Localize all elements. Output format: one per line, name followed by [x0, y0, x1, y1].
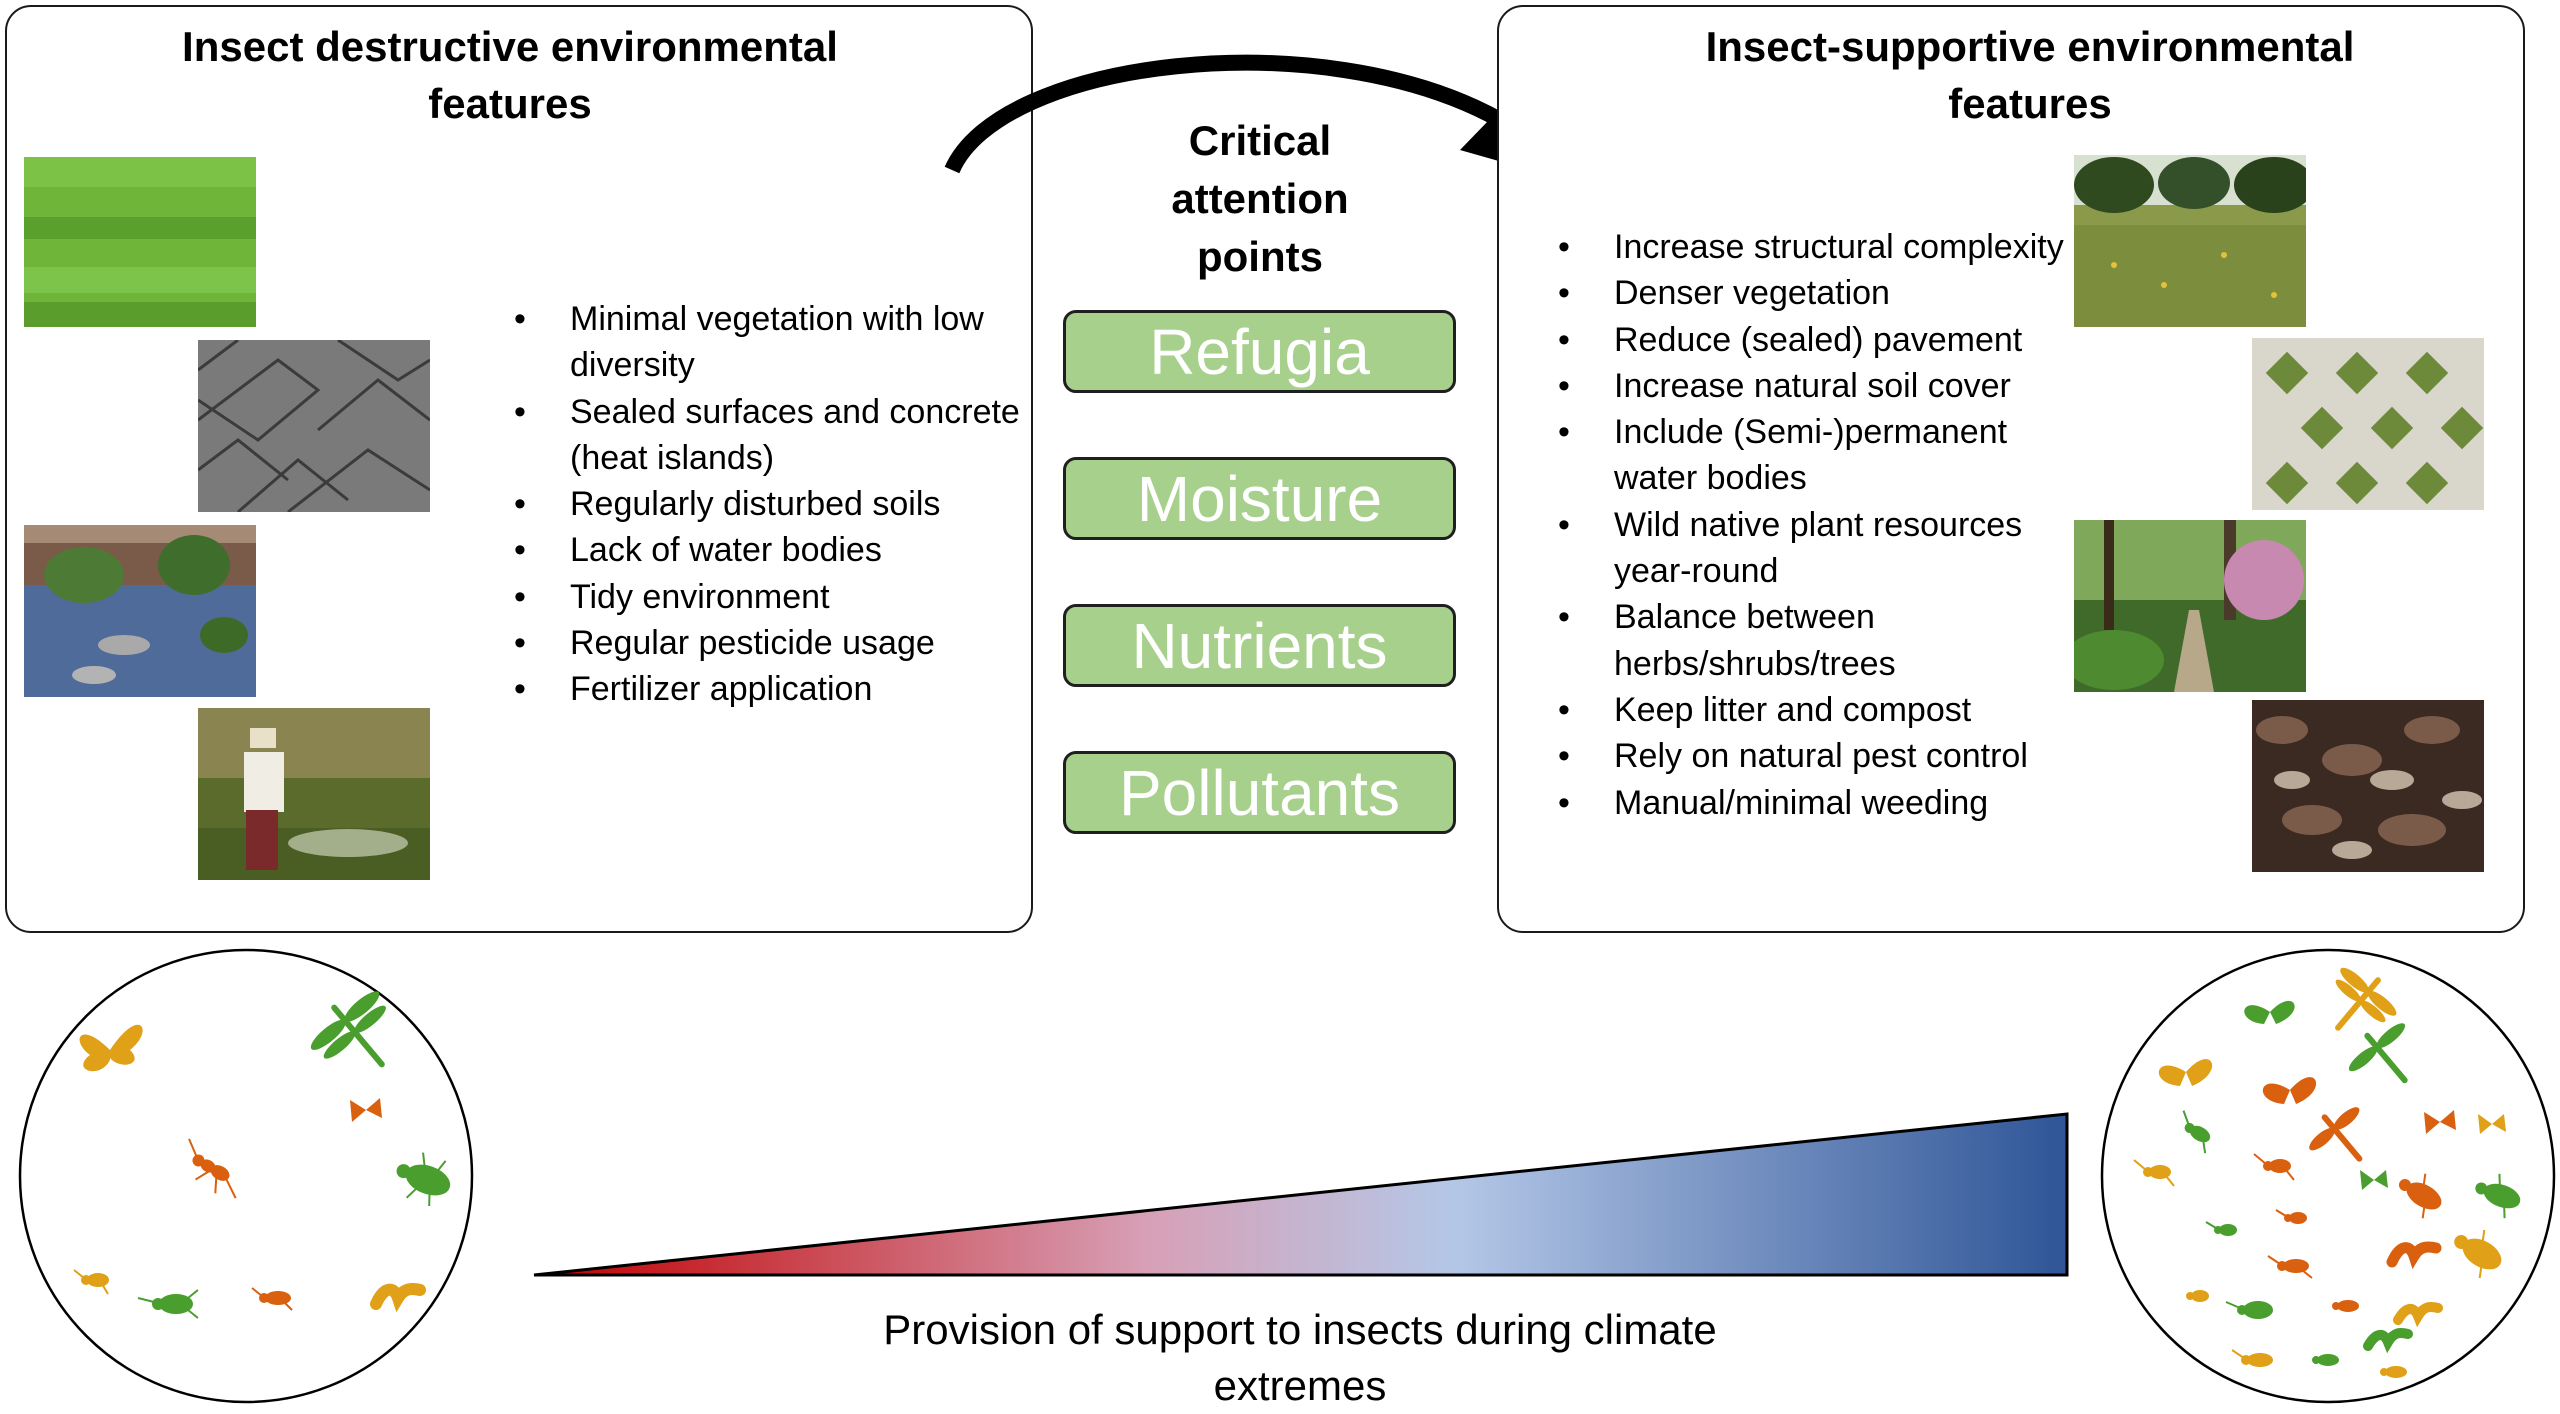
attention-point-moisture: Moisture: [1063, 457, 1456, 540]
supportive-feature-item: Wild native plant resources year-round: [1548, 502, 2088, 595]
destructive-feature-item: Minimal vegetation with low diversity: [504, 296, 1024, 389]
supportive-feature-item: Rely on natural pest control: [1548, 733, 2088, 780]
butterfly-icon: [79, 1024, 143, 1072]
dragonfly-icon: [2309, 1107, 2363, 1162]
ant-icon: [2182, 1110, 2211, 1154]
destructive-feature-item: Sealed surfaces and concrete (heat islan…: [504, 389, 1024, 482]
gravel-garden-photo: [24, 525, 256, 697]
ant-icon: [2253, 1153, 2295, 1181]
ant-icon: [2133, 1159, 2175, 1187]
moth-icon: [2424, 1110, 2456, 1134]
support-gradient-wedge: [533, 1112, 2069, 1277]
supportive-feature-item: Keep litter and compost: [1548, 687, 2088, 734]
ant-icon: [2231, 1349, 2273, 1367]
moth-icon: [2478, 1114, 2506, 1134]
beetle-icon: [2398, 1173, 2442, 1219]
supportive-features-list: Increase structural complexity Denser ve…: [1548, 224, 2088, 826]
ant-icon: [2380, 1366, 2407, 1378]
beetle-icon: [2186, 1290, 2209, 1302]
destructive-features-list: Minimal vegetation with low diversity Se…: [504, 296, 1024, 713]
dragonfly-icon: [2335, 967, 2397, 1031]
destructive-feature-item: Regular pesticide usage: [504, 620, 1024, 667]
ant-icon: [73, 1269, 109, 1295]
caterpillar-icon: [2363, 1328, 2413, 1354]
meadow-photo: [2074, 155, 2306, 327]
supportive-feature-item: Increase natural soil cover: [1548, 363, 2088, 410]
support-caption: Provision of support to insects during c…: [883, 1306, 1717, 1409]
supportive-feature-item: Include (Semi-)permanent water bodies: [1548, 409, 2088, 502]
ant-icon: [2275, 1209, 2307, 1224]
beetle-icon: [396, 1152, 451, 1207]
beetle-icon: [2475, 1173, 2521, 1219]
attention-point-pollutants: Pollutants: [1063, 751, 1456, 834]
supportive-feature-item: Reduce (sealed) pavement: [1548, 317, 2088, 364]
caterpillar-icon: [2386, 1241, 2442, 1270]
moth-icon: [350, 1098, 382, 1122]
attention-point-nutrients: Nutrients: [1063, 604, 1456, 687]
supportive-feature-item: Balance between herbs/shrubs/trees: [1548, 594, 2088, 687]
destructive-panel-title: Insect destructive environmental feature…: [182, 23, 838, 127]
butterfly-icon: [2244, 1000, 2295, 1024]
butterfly-icon: [2158, 1059, 2213, 1086]
woodland-path-photo: [2074, 520, 2306, 692]
supportive-feature-item: Manual/minimal weeding: [1548, 780, 2088, 827]
supportive-feature-item: Denser vegetation: [1548, 270, 2088, 317]
caterpillar-icon: [370, 1283, 426, 1313]
destructive-feature-item: Lack of water bodies: [504, 527, 1024, 574]
lawn-photo: [24, 157, 256, 327]
destructive-feature-item: Tidy environment: [504, 574, 1024, 621]
paving-photo: [198, 340, 430, 512]
butterfly-icon: [2262, 1077, 2317, 1104]
grass-pavers-photo: [2252, 338, 2484, 510]
supportive-feature-item: Increase structural complexity: [1548, 224, 2088, 271]
rich-insect-community: [2100, 948, 2556, 1404]
ant-icon: [2267, 1255, 2313, 1279]
beetle-icon: [2225, 1301, 2273, 1319]
moth-icon: [2360, 1170, 2388, 1190]
beetle-icon: [137, 1289, 199, 1319]
caterpillar-icon: [2393, 1302, 2443, 1328]
ant-icon: [2332, 1300, 2359, 1312]
destructive-feature-item: Fertilizer application: [504, 666, 1024, 713]
attention-point-refugia: Refugia: [1063, 310, 1456, 393]
dragonfly-icon: [310, 991, 386, 1068]
beetle-icon: [2454, 1229, 2502, 1279]
destructive-feature-item: Regularly disturbed soils: [504, 481, 1024, 528]
sparse-insect-community: [18, 948, 474, 1404]
dragonfly-icon: [2348, 1023, 2408, 1084]
pesticide-spraying-photo: [198, 708, 430, 880]
leaf-litter-photo: [2252, 700, 2484, 872]
supportive-panel-title: Insect-supportive environmental features: [1705, 23, 2355, 127]
critical-attention-title: Critical attention points: [1171, 117, 1349, 280]
ant-icon: [188, 1138, 237, 1199]
ant-icon: [251, 1287, 293, 1311]
ant-icon: [2312, 1354, 2339, 1366]
ant-icon: [2205, 1221, 2237, 1236]
